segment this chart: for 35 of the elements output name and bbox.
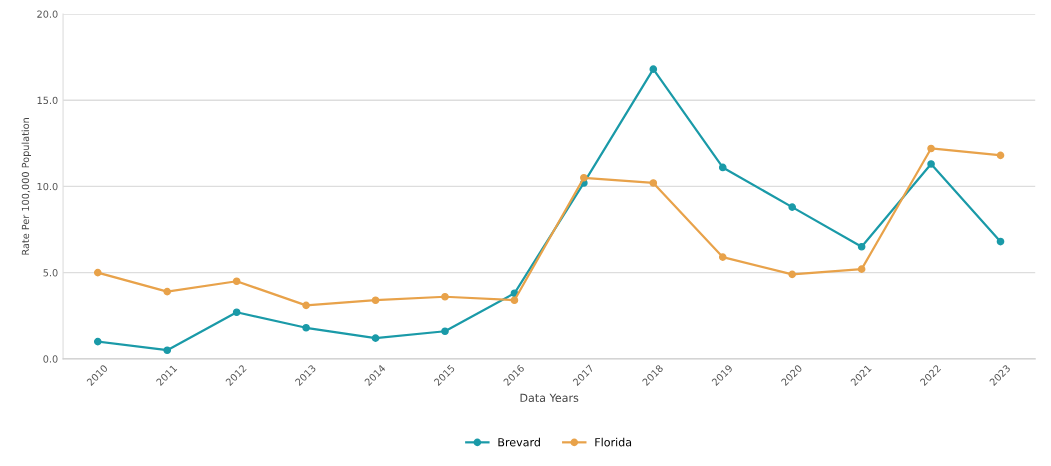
point bbox=[649, 179, 658, 187]
point bbox=[927, 144, 935, 153]
point bbox=[93, 268, 102, 277]
point bbox=[927, 160, 935, 168]
point bbox=[996, 151, 1005, 160]
y-tick-label: 15.0 bbox=[37, 96, 58, 105]
point bbox=[93, 337, 102, 346]
point bbox=[371, 334, 380, 342]
point bbox=[718, 253, 727, 261]
point bbox=[857, 265, 866, 273]
point bbox=[580, 173, 588, 182]
point bbox=[163, 346, 172, 355]
point bbox=[232, 277, 241, 286]
point bbox=[302, 301, 310, 310]
point bbox=[163, 287, 172, 296]
point bbox=[510, 296, 519, 305]
point bbox=[232, 308, 241, 317]
y-tick-label: 20.0 bbox=[37, 10, 58, 18]
y-tick-label: 5.0 bbox=[43, 269, 58, 277]
point bbox=[857, 242, 866, 251]
point bbox=[441, 292, 449, 301]
point bbox=[718, 163, 727, 172]
y-tick-label: 10.0 bbox=[37, 182, 58, 191]
y-tick-label: 0.0 bbox=[43, 355, 58, 363]
point bbox=[302, 323, 310, 332]
y-axis-title: Rate Per 100,000 Population bbox=[21, 118, 31, 255]
legend-label: Brevard bbox=[498, 437, 540, 447]
point bbox=[649, 65, 658, 73]
legend-label: Florida bbox=[595, 437, 632, 447]
point bbox=[371, 296, 380, 305]
point bbox=[441, 327, 449, 336]
point bbox=[788, 270, 797, 279]
x-axis-title: Data Years bbox=[520, 393, 579, 402]
point bbox=[996, 237, 1005, 246]
point bbox=[788, 203, 797, 211]
